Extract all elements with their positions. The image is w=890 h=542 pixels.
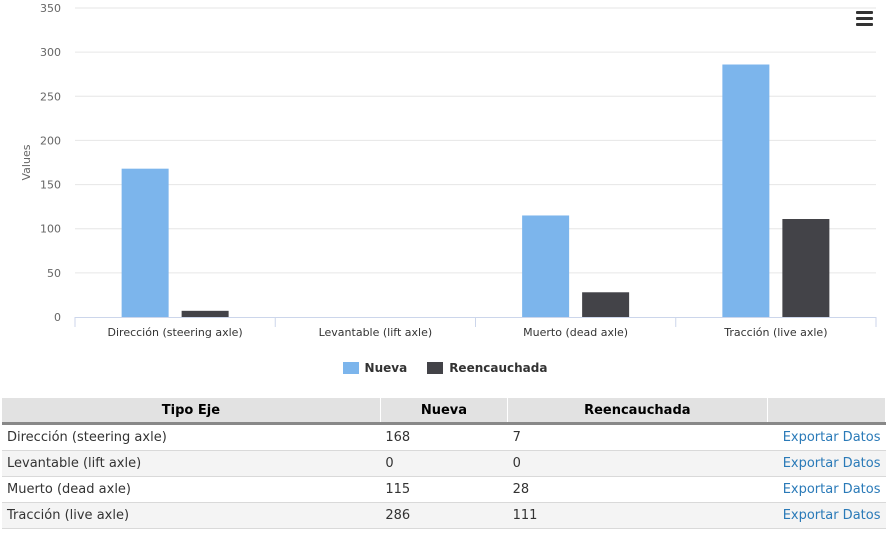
y-tick-label: 200 [40,134,61,147]
cell-reencauchada: 0 [507,450,768,477]
cell-tipo: Levantable (lift axle) [2,450,381,477]
export-data-link[interactable]: Exportar Datos [767,476,886,503]
y-tick-label: 300 [40,46,61,59]
legend-label-nueva: Nueva [364,361,408,375]
header-nueva: Nueva [380,398,509,425]
bar-reencauchada [582,292,630,317]
legend-item-reencauchada[interactable]: Reencauchada [427,361,547,375]
y-tick-label: 100 [40,223,61,236]
export-data-link[interactable]: Exportar Datos [767,450,886,477]
data-table: Tipo Eje Nueva Reencauchada Dirección (s… [2,398,887,529]
chart-legend: Nueva Reencauchada [0,359,890,377]
header-tipo-eje: Tipo Eje [2,398,381,425]
legend-item-nueva[interactable]: Nueva [342,361,408,375]
table-header-row: Tipo Eje Nueva Reencauchada [2,398,887,425]
y-tick-label: 0 [54,311,61,324]
y-axis-title: Values [20,144,33,180]
cell-tipo: Dirección (steering axle) [2,423,381,451]
x-tick-label: Dirección (steering axle) [108,326,243,339]
y-tick-label: 250 [40,90,61,103]
header-actions [767,398,887,425]
cell-tipo: Muerto (dead axle) [2,476,381,503]
x-tick-label: Levantable (lift axle) [319,326,433,339]
table-row: Muerto (dead axle) 115 28 Exportar Datos [2,476,886,503]
chart-svg: 0 50 100 150 200 250 300 350 Values Dirección (st… [20,2,877,339]
y-tick-label: 350 [40,2,61,15]
bar-nueva [522,215,570,317]
menu-line [856,11,873,14]
cell-nueva: 286 [380,502,508,529]
hamburger-menu-icon[interactable] [852,8,878,30]
bar-reencauchada [181,310,229,317]
cell-nueva: 168 [380,423,508,451]
legend-swatch-reencauchada [427,362,444,374]
cell-reencauchada: 28 [507,476,768,503]
menu-line [856,23,873,26]
cell-nueva: 115 [380,476,508,503]
menu-line [856,17,873,20]
export-data-link[interactable]: Exportar Datos [767,502,886,529]
table-row: Tracción (live axle) 286 111 Exportar Da… [2,502,886,529]
x-tick-label: Tracción (live axle) [723,326,827,339]
cell-reencauchada: 111 [507,502,768,529]
cell-nueva: 0 [380,450,508,477]
bar-nueva [722,64,770,317]
y-tick-label: 50 [47,267,61,280]
export-data-link[interactable]: Exportar Datos [767,423,886,451]
legend-label-reencauchada: Reencauchada [449,361,548,375]
legend-swatch-nueva [342,362,359,374]
header-reencauchada: Reencauchada [507,398,768,425]
bar-reencauchada [782,219,830,317]
bar-chart: 0 50 100 150 200 250 300 350 Values Dirección (st… [0,2,890,377]
table-row: Levantable (lift axle) 0 0 Exportar Dato… [2,450,886,477]
cell-reencauchada: 7 [507,423,768,451]
table-row: Dirección (steering axle) 168 7 Exportar… [2,423,886,451]
x-tick-label: Muerto (dead axle) [523,326,628,339]
bar-nueva [121,168,169,317]
cell-tipo: Tracción (live axle) [2,502,381,529]
y-tick-label: 150 [40,179,61,192]
